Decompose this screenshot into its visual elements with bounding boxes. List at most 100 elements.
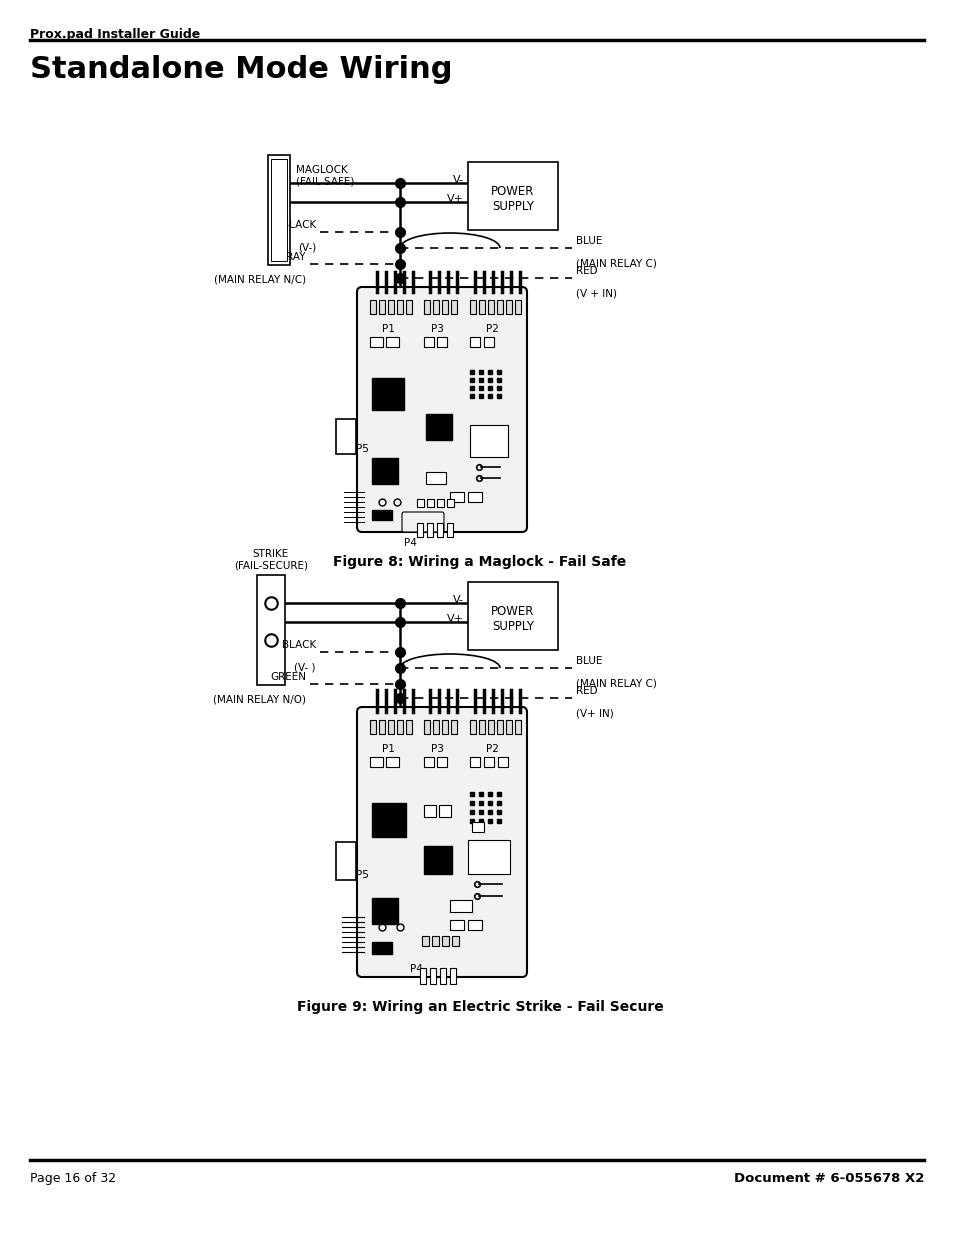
Bar <box>436 522 442 537</box>
Bar <box>406 300 412 314</box>
Bar <box>505 300 512 314</box>
Bar <box>478 720 484 734</box>
Bar <box>423 846 452 874</box>
Bar <box>386 337 398 347</box>
Bar <box>488 300 494 314</box>
Text: P4: P4 <box>410 965 422 974</box>
Bar <box>468 920 481 930</box>
Bar <box>468 582 558 650</box>
Text: BLACK: BLACK <box>281 220 315 230</box>
Bar <box>450 920 463 930</box>
Text: (FAIL-SECURE): (FAIL-SECURE) <box>233 561 308 571</box>
Bar <box>416 522 422 537</box>
Bar <box>450 968 456 984</box>
Bar <box>423 757 434 767</box>
Bar <box>447 499 454 508</box>
Bar <box>370 300 375 314</box>
Bar <box>372 510 392 520</box>
Bar <box>441 300 448 314</box>
Text: POWER: POWER <box>491 605 534 618</box>
Text: P5: P5 <box>355 869 369 881</box>
Bar <box>370 720 375 734</box>
Bar <box>372 898 397 924</box>
Bar <box>372 803 406 837</box>
Bar <box>423 720 430 734</box>
Bar <box>416 499 423 508</box>
Text: Figure 9: Wiring an Electric Strike - Fail Secure: Figure 9: Wiring an Electric Strike - Fa… <box>296 1000 662 1014</box>
Bar <box>386 757 398 767</box>
Bar <box>478 300 484 314</box>
Bar <box>436 757 447 767</box>
Text: P3: P3 <box>430 743 443 755</box>
FancyBboxPatch shape <box>401 513 443 532</box>
Bar <box>372 378 403 410</box>
Text: V+: V+ <box>447 194 463 204</box>
Text: STRIKE: STRIKE <box>253 550 289 559</box>
Bar <box>488 720 494 734</box>
Bar <box>450 900 472 911</box>
Bar <box>468 492 481 501</box>
Text: P3: P3 <box>430 324 443 333</box>
Bar <box>419 968 426 984</box>
Bar <box>406 720 412 734</box>
Bar <box>421 936 429 946</box>
Bar <box>450 492 463 501</box>
Bar <box>433 300 438 314</box>
Bar <box>472 823 483 832</box>
Bar <box>396 720 402 734</box>
Text: GREEN: GREEN <box>270 672 306 682</box>
Text: POWER: POWER <box>491 185 534 198</box>
Bar <box>426 472 446 484</box>
Bar <box>271 159 287 261</box>
Bar <box>396 300 402 314</box>
Text: MAGLOCK: MAGLOCK <box>295 165 348 175</box>
Bar <box>388 300 394 314</box>
Bar <box>439 968 446 984</box>
Bar <box>505 720 512 734</box>
Bar <box>335 419 355 454</box>
Text: BLACK: BLACK <box>281 640 315 650</box>
Text: P4: P4 <box>403 538 416 548</box>
Text: Page 16 of 32: Page 16 of 32 <box>30 1172 116 1186</box>
Text: P2: P2 <box>485 743 497 755</box>
Text: GRAY: GRAY <box>278 252 306 262</box>
Text: P1: P1 <box>381 743 394 755</box>
Text: BLUE: BLUE <box>576 656 601 666</box>
Text: Standalone Mode Wiring: Standalone Mode Wiring <box>30 56 452 84</box>
Bar <box>470 757 479 767</box>
Text: (V-): (V-) <box>297 242 315 252</box>
Bar <box>335 842 355 881</box>
Bar <box>452 936 458 946</box>
Bar <box>268 156 290 266</box>
Bar <box>370 757 382 767</box>
Text: Document # 6-055678 X2: Document # 6-055678 X2 <box>733 1172 923 1186</box>
Bar <box>427 499 434 508</box>
Text: (MAIN RELAY N/O): (MAIN RELAY N/O) <box>213 694 306 704</box>
Bar <box>447 522 453 537</box>
Bar <box>372 942 392 953</box>
Text: (MAIN RELAY C): (MAIN RELAY C) <box>576 258 657 268</box>
Text: RED: RED <box>576 685 597 697</box>
Text: (V+ IN): (V+ IN) <box>576 708 613 718</box>
Text: P1: P1 <box>381 324 394 333</box>
Text: V+: V+ <box>447 614 463 624</box>
Text: (V- ): (V- ) <box>294 662 315 672</box>
Bar <box>497 720 502 734</box>
Bar <box>378 300 385 314</box>
Bar <box>497 757 507 767</box>
Bar <box>470 425 507 457</box>
Text: Figure 8: Wiring a Maglock - Fail Safe: Figure 8: Wiring a Maglock - Fail Safe <box>333 555 626 569</box>
Bar <box>426 414 452 440</box>
Text: (FAIL SAFE): (FAIL SAFE) <box>295 177 354 186</box>
Bar <box>470 720 476 734</box>
Bar <box>423 337 434 347</box>
Bar <box>433 720 438 734</box>
FancyBboxPatch shape <box>356 706 526 977</box>
Bar <box>436 337 447 347</box>
Bar <box>451 720 456 734</box>
Text: (MAIN RELAY N/C): (MAIN RELAY N/C) <box>213 274 306 284</box>
Text: V-: V- <box>453 175 463 185</box>
Bar <box>427 522 433 537</box>
Bar <box>423 805 436 818</box>
Text: V-: V- <box>453 595 463 605</box>
